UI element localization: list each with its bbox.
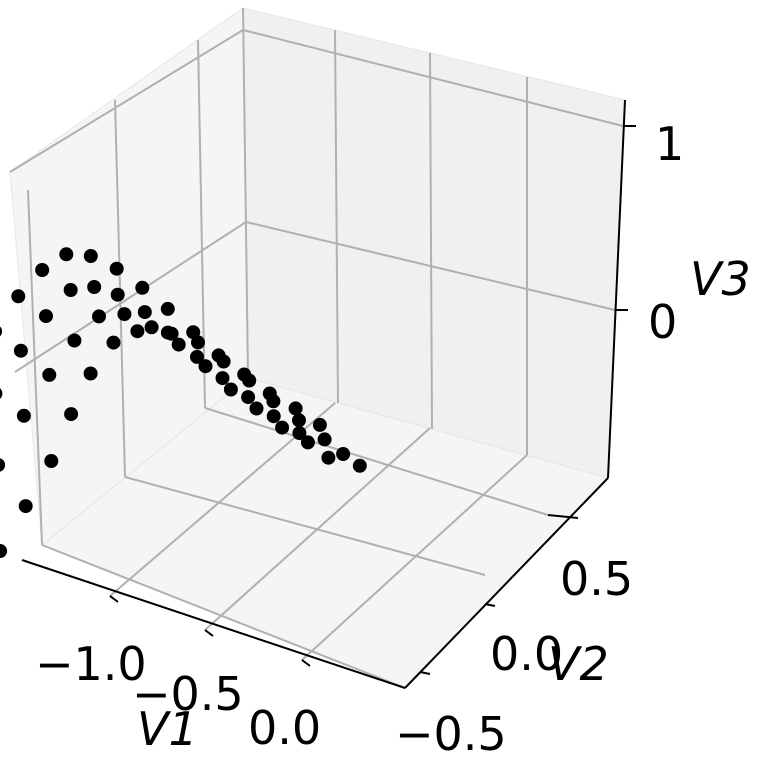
data-point: [242, 373, 257, 388]
data-point: [171, 337, 186, 352]
data-point: [87, 280, 102, 294]
x-tick-label: −0.5: [132, 667, 244, 721]
data-point: [16, 408, 31, 423]
z-tick-label: 1: [655, 117, 684, 171]
z-tick-label: 0: [648, 295, 677, 349]
y-tick-label: 0.5: [560, 552, 633, 606]
data-point: [64, 407, 79, 422]
x-tick-label: 0.0: [248, 701, 321, 755]
data-point: [336, 447, 351, 461]
data-point: [42, 367, 57, 382]
data-point: [110, 287, 125, 302]
data-point: [160, 301, 175, 316]
data-point: [216, 354, 231, 369]
data-point: [92, 309, 106, 324]
y-tick-label: 0.0: [490, 627, 563, 681]
y-tick-label: −0.5: [395, 707, 507, 757]
data-point: [39, 309, 53, 324]
data-point: [11, 289, 26, 304]
data-point: [59, 247, 74, 262]
y-axis-label: V2: [548, 637, 609, 691]
data-point: [292, 413, 306, 428]
data-point: [266, 409, 281, 424]
data-point: [130, 324, 145, 339]
data-point: [18, 499, 33, 514]
data-point: [223, 382, 238, 397]
data-point: [137, 305, 152, 320]
data-point: [241, 390, 256, 405]
data-point: [35, 263, 50, 277]
data-point: [63, 283, 78, 297]
data-point: [321, 450, 336, 465]
data-point: [135, 280, 150, 295]
x-tick-label: −1.0: [35, 637, 147, 691]
axis-lines: [21, 99, 636, 689]
data-point: [352, 458, 367, 473]
data-point: [109, 261, 124, 276]
scatter-points: [0, 247, 367, 558]
x-axis-label: V1: [137, 702, 198, 756]
data-point: [191, 335, 205, 350]
data-point: [190, 349, 204, 364]
data-point: [83, 366, 98, 381]
data-point: [292, 426, 307, 441]
grid-lines: [9, 7, 624, 689]
data-point: [266, 394, 281, 409]
data-point: [312, 417, 327, 432]
data-point: [67, 333, 82, 348]
data-point: [13, 343, 28, 358]
data-point: [160, 325, 175, 340]
data-point: [249, 401, 264, 416]
data-point: [0, 326, 3, 337]
data-point: [198, 359, 213, 374]
data-point: [300, 435, 315, 450]
data-point: [106, 335, 121, 350]
z-axis-label: V3: [690, 252, 751, 306]
data-point: [0, 544, 8, 558]
data-point: [144, 320, 159, 335]
data-point: [83, 249, 98, 263]
data-point: [117, 307, 132, 322]
data-point: [44, 454, 59, 468]
data-point: [0, 458, 6, 472]
data-point: [215, 371, 230, 386]
data-point: [288, 401, 303, 416]
data-point: [317, 432, 332, 447]
data-point: [275, 420, 290, 435]
data-point: [0, 388, 3, 399]
